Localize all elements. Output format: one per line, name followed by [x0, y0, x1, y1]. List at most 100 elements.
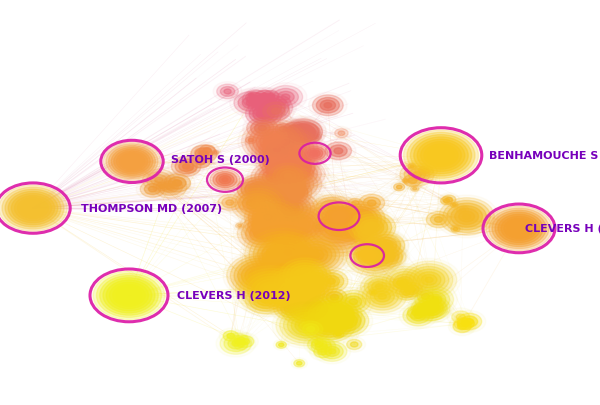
- Circle shape: [425, 303, 439, 313]
- Circle shape: [370, 246, 388, 259]
- Text: CLEVERS H (2012): CLEVERS H (2012): [177, 291, 290, 301]
- Circle shape: [279, 252, 288, 258]
- Circle shape: [244, 212, 291, 244]
- Circle shape: [456, 314, 465, 320]
- Circle shape: [324, 103, 332, 109]
- Circle shape: [232, 339, 242, 346]
- Circle shape: [328, 212, 352, 227]
- Circle shape: [263, 285, 280, 296]
- Text: CLEVERS H (2006): CLEVERS H (2006): [525, 224, 600, 234]
- Circle shape: [326, 308, 365, 334]
- Circle shape: [259, 101, 281, 116]
- Text: THOMPSON MD (2007): THOMPSON MD (2007): [81, 204, 222, 213]
- Circle shape: [314, 270, 348, 293]
- Circle shape: [292, 298, 324, 319]
- Circle shape: [198, 151, 205, 156]
- Circle shape: [238, 175, 281, 205]
- Circle shape: [291, 315, 322, 336]
- Circle shape: [127, 158, 137, 166]
- Circle shape: [333, 331, 344, 338]
- Circle shape: [407, 307, 425, 319]
- Circle shape: [347, 339, 362, 350]
- Circle shape: [419, 301, 440, 316]
- Circle shape: [413, 296, 450, 321]
- Circle shape: [380, 253, 388, 258]
- Circle shape: [377, 247, 406, 267]
- Circle shape: [302, 130, 311, 136]
- Circle shape: [278, 275, 301, 290]
- Circle shape: [90, 269, 168, 322]
- Circle shape: [329, 311, 346, 322]
- Circle shape: [316, 198, 347, 220]
- Circle shape: [296, 128, 302, 132]
- Circle shape: [164, 184, 172, 189]
- Circle shape: [320, 200, 343, 217]
- Circle shape: [260, 94, 269, 100]
- Circle shape: [11, 194, 55, 223]
- Circle shape: [253, 107, 275, 122]
- Circle shape: [325, 347, 340, 356]
- Circle shape: [191, 156, 211, 168]
- Circle shape: [311, 301, 355, 330]
- Circle shape: [359, 250, 376, 262]
- Circle shape: [516, 227, 522, 231]
- Circle shape: [248, 182, 271, 197]
- Circle shape: [248, 139, 254, 143]
- Circle shape: [259, 212, 316, 250]
- Circle shape: [304, 306, 312, 311]
- Circle shape: [290, 266, 320, 286]
- Circle shape: [443, 196, 456, 205]
- Circle shape: [262, 170, 285, 185]
- Circle shape: [273, 97, 290, 109]
- Circle shape: [256, 217, 279, 232]
- Circle shape: [323, 203, 340, 214]
- Circle shape: [283, 119, 322, 145]
- Circle shape: [260, 150, 300, 177]
- Circle shape: [274, 261, 282, 266]
- Circle shape: [245, 266, 274, 286]
- Circle shape: [251, 207, 299, 239]
- Circle shape: [421, 304, 437, 315]
- Circle shape: [164, 175, 191, 192]
- Circle shape: [241, 341, 246, 345]
- Circle shape: [376, 284, 383, 289]
- Circle shape: [280, 290, 336, 327]
- Circle shape: [281, 226, 290, 232]
- Circle shape: [268, 139, 307, 165]
- Circle shape: [289, 286, 310, 301]
- Circle shape: [281, 281, 317, 306]
- Circle shape: [265, 224, 289, 239]
- Circle shape: [252, 214, 283, 234]
- Circle shape: [425, 307, 433, 312]
- Circle shape: [382, 266, 428, 298]
- Circle shape: [301, 306, 356, 343]
- Circle shape: [460, 208, 466, 213]
- Circle shape: [228, 339, 244, 349]
- Circle shape: [264, 181, 295, 202]
- Circle shape: [402, 179, 409, 184]
- Circle shape: [226, 200, 233, 206]
- Circle shape: [256, 279, 287, 301]
- Circle shape: [319, 273, 344, 290]
- Circle shape: [399, 288, 413, 298]
- Circle shape: [263, 153, 296, 174]
- Circle shape: [194, 149, 208, 158]
- Circle shape: [443, 199, 449, 203]
- Circle shape: [320, 305, 354, 328]
- Circle shape: [191, 145, 217, 163]
- Circle shape: [222, 178, 228, 182]
- Circle shape: [260, 219, 275, 229]
- Circle shape: [288, 206, 296, 211]
- Circle shape: [382, 243, 389, 248]
- Circle shape: [275, 124, 292, 135]
- Circle shape: [224, 90, 231, 95]
- Circle shape: [264, 212, 280, 223]
- Circle shape: [292, 163, 307, 173]
- Circle shape: [430, 296, 442, 304]
- Circle shape: [256, 210, 295, 236]
- Circle shape: [394, 274, 416, 290]
- Circle shape: [379, 241, 397, 252]
- Circle shape: [417, 291, 434, 302]
- Circle shape: [277, 198, 307, 219]
- Circle shape: [277, 169, 299, 184]
